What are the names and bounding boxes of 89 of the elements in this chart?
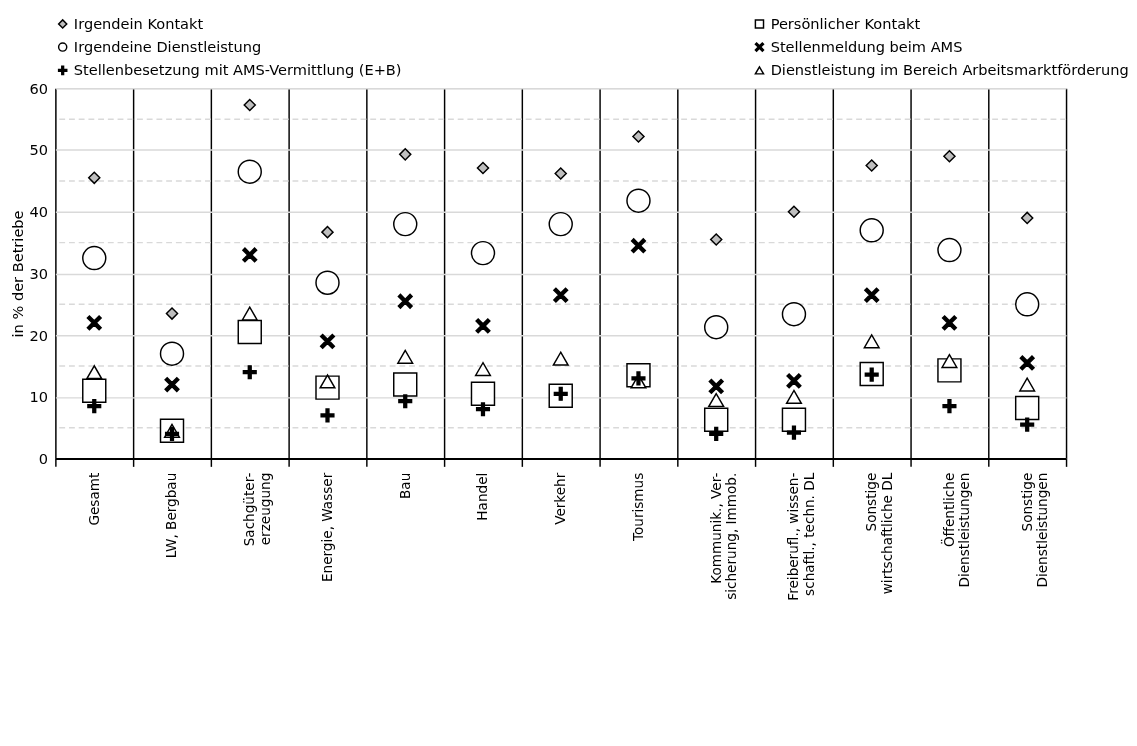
point [87, 171, 101, 185]
point [315, 270, 340, 295]
point [709, 233, 723, 246]
legend-label: Persönlicher Kontakt [770, 14, 921, 32]
point [787, 205, 801, 219]
point [243, 98, 257, 112]
point [398, 148, 412, 161]
point [781, 302, 807, 327]
point [937, 237, 962, 263]
point [708, 392, 725, 408]
point [548, 211, 573, 237]
point [554, 167, 567, 180]
point [865, 159, 878, 172]
point [863, 334, 880, 349]
point [470, 381, 496, 407]
legend-label: Dienstleistung im Bereich Arbeitsmarktförderung [770, 61, 1129, 79]
y-tick-label: 10 [29, 388, 49, 406]
point [87, 399, 102, 414]
y-tick-label: 40 [29, 203, 49, 221]
point [476, 161, 490, 175]
point [165, 307, 179, 320]
point [237, 159, 262, 184]
point [320, 408, 335, 423]
legend-label: Stellenbesetzung mit AMS-Vermittlung (E+B) [73, 61, 402, 79]
point [397, 293, 413, 309]
point [242, 365, 257, 380]
y-tick-label: 0 [38, 449, 49, 467]
point [1019, 377, 1036, 392]
legend-label: Irgendein Kontakt [73, 14, 204, 32]
y-tick-label: 60 [29, 79, 49, 97]
y-tick-label: 30 [29, 264, 49, 282]
x-tick-label: Gesamt [85, 472, 102, 526]
point [703, 407, 729, 432]
point [786, 373, 802, 389]
point [859, 218, 884, 243]
point [321, 225, 334, 239]
x-tick-label: Handel [474, 472, 491, 521]
y-axis-title: in % der Betriebe [8, 210, 26, 338]
point [942, 399, 957, 414]
point [1014, 292, 1040, 317]
point [397, 349, 414, 364]
point [86, 315, 102, 331]
point [1020, 211, 1034, 225]
point [941, 315, 958, 331]
point [159, 341, 185, 366]
point [242, 247, 258, 263]
x-tick-label: LW, Bergbau [163, 472, 180, 559]
point [470, 240, 496, 266]
point [237, 319, 262, 345]
point [393, 372, 418, 397]
point [553, 287, 569, 303]
x-tick-label: Sonstige Dienstleistungen [1018, 472, 1051, 588]
point [626, 188, 651, 213]
point [86, 365, 103, 380]
point [703, 314, 729, 340]
point [398, 394, 413, 409]
x-tick-label: Sachgüter- erzeugung [241, 472, 273, 547]
point [241, 306, 258, 321]
point [1014, 395, 1040, 421]
point [552, 351, 569, 366]
x-tick-label: Tourismus [629, 472, 646, 543]
point [785, 389, 803, 404]
point [630, 238, 647, 254]
x-tick-label: Energie, Wasser [318, 472, 335, 583]
y-tick-label: 20 [29, 326, 49, 344]
point [943, 149, 956, 163]
y-tick-label: 50 [29, 141, 49, 159]
point [864, 287, 880, 303]
point [164, 376, 180, 393]
point [1019, 355, 1035, 371]
point [708, 378, 724, 394]
point [475, 402, 491, 417]
x-tick-label: Verkehr [552, 472, 569, 525]
point [393, 211, 418, 237]
point [632, 130, 645, 143]
point [941, 353, 958, 369]
x-tick-label: Bau [396, 472, 413, 499]
point [709, 426, 724, 441]
point [319, 333, 336, 349]
point [474, 362, 492, 377]
legend-label: Irgendeine Dienstleistung [73, 37, 262, 55]
point [1020, 417, 1035, 432]
point [781, 407, 807, 432]
legend-label: Stellenmeldung beim AMS [770, 37, 963, 55]
x-tick-label: Kommunik., Ver- sicherung, Immob. [707, 472, 740, 600]
point [82, 245, 107, 271]
point [786, 425, 802, 440]
point [475, 318, 491, 334]
point [82, 378, 107, 403]
